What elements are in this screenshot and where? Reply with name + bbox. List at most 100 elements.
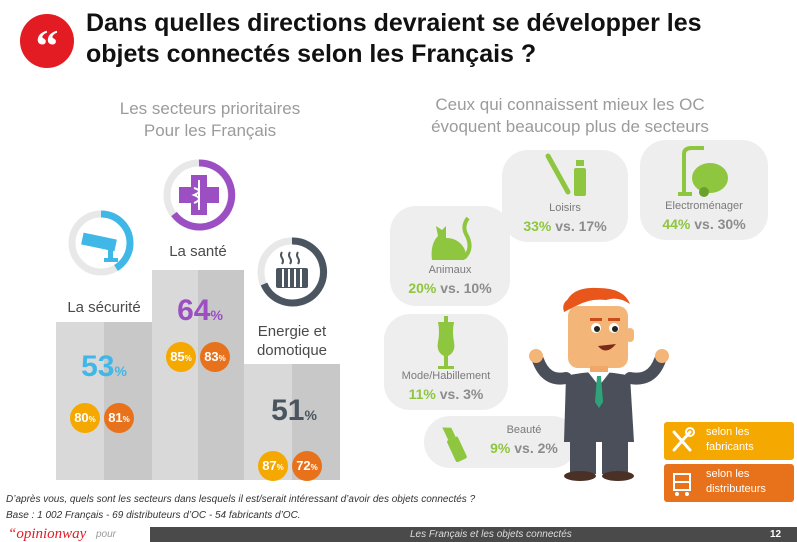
sector-bubble-animaux-label: Animaux [428,264,472,276]
vacuum-icon [678,146,728,197]
high-value: 20% [408,280,437,296]
paintbrush-icon [545,153,586,196]
cat-icon [431,216,472,260]
radiator-icon [256,236,328,308]
bubble-value: 83 [204,349,219,364]
sector-bubble-mode-label: Mode/Habillement [401,370,491,382]
bubble-securite-fabricants: 80% [70,403,100,433]
sector-bubble-electromenager-label: Electroménager [665,200,743,212]
bubble-value: 80 [74,410,89,425]
bubble-unit: % [218,354,226,363]
bubble-securite-distributeurs: 81% [104,403,134,433]
survey-base: Base : 1 002 Français - 69 distributeurs… [6,510,301,521]
bubble-unit: % [88,415,96,424]
pct-unit: % [304,407,317,423]
low-value: 2% [537,440,558,456]
pct-sante-value: 64 [177,294,211,327]
legend-distributeurs-line-2: distributeurs [706,483,766,495]
footer-logo-area [0,527,150,542]
quote-badge-icon: “ [20,14,74,71]
high-value: 44% [662,216,691,232]
sector-label-securite: La sécurité [67,299,141,316]
high-value: 33% [523,218,552,234]
sector-bubble-mode-values: 11% vs. 3% [384,386,508,402]
vs-text: vs. [694,216,714,232]
pct-energie-value: 51 [271,394,305,427]
bubble-unit: % [122,415,130,424]
cart-icon [673,473,691,496]
low-value: 30% [717,216,746,232]
sector-bubble-beaute-label: Beauté [506,424,542,436]
sector-bubble-beaute: Beauté 9% vs. 2% [424,416,578,468]
pct-securite: 53% [66,350,142,384]
lipstick-icon [442,427,467,463]
bubble-value: 72 [296,458,311,473]
bubble-value: 81 [108,410,123,425]
bubble-value: 87 [262,458,277,473]
vs-text: vs. [555,218,575,234]
legend-fabricants-line-2: fabricants [706,441,754,453]
health-cross-icon [162,158,236,232]
left-subtitle: Les secteurs prioritaires Pour les Franç… [80,98,340,142]
sector-bubble-animaux: Animaux 20% vs. 10% [390,206,510,306]
left-subtitle-line-2: Pour les Français [143,121,277,140]
title-line-1: Dans quelles directions devraient se dév… [86,9,702,37]
legend-fabricants-text: selon les fabricants [706,425,754,455]
tools-icon [672,427,695,452]
right-subtitle-line-2: évoquent beaucoup plus de secteurs [431,117,709,136]
footer-pour: pour [96,529,117,540]
bubble-unit: % [184,354,192,363]
high-value: 9% [490,440,511,456]
sector-bubble-electromenager-values: 44% vs. 30% [640,216,768,232]
title-line-2: objets connectés selon les Français ? [86,40,537,68]
footer-bar [0,527,797,542]
podium-securite [56,322,152,480]
bubble-sante-distributeurs: 83% [200,342,230,372]
sector-bubble-animaux-values: 20% vs. 10% [390,280,510,296]
legend-distributeurs-text: selon les distributeurs [706,467,766,497]
legend-distributeurs: selon les distributeurs [664,464,794,502]
pct-energie: 51% [254,394,334,428]
sector-label-sante: La santé [169,243,227,260]
left-subtitle-line-1: Les secteurs prioritaires [119,99,301,118]
sector-bubble-electromenager: Electroménager 44% vs. 30% [640,140,768,240]
sector-label-energie-line-1: Energie et [257,323,327,340]
bubble-energie-distributeurs: 72% [292,451,322,481]
right-subtitle-line-1: Ceux qui connaissent mieux les OC [435,95,705,114]
sector-label-energie-line-2: domotique [256,342,328,359]
sector-label-energie: Energie et domotique [246,322,338,360]
high-value: 11% [408,386,436,402]
vs-text: vs. [440,280,460,296]
survey-question: D’après vous, quels sont les secteurs da… [6,494,476,505]
bubble-energie-fabricants: 87% [258,451,288,481]
low-value: 10% [463,280,492,296]
pct-unit: % [114,363,127,379]
sector-bubble-loisirs: Loisirs 33% vs. 17% [502,150,628,242]
vs-text: vs. [439,386,460,402]
right-subtitle: Ceux qui connaissent mieux les OC évoque… [400,94,740,138]
opinionway-logo: “opinionway [8,526,87,542]
bubble-unit: % [310,463,318,472]
bubble-unit: % [276,463,284,472]
pct-securite-value: 53 [81,350,115,383]
legend-fabricants: selon les fabricants [664,422,794,460]
sector-bubble-beaute-values: 9% vs. 2% [474,440,574,456]
sector-bubble-loisirs-label: Loisirs [549,202,581,214]
bubble-sante-fabricants: 85% [166,342,196,372]
sector-bubble-loisirs-values: 33% vs. 17% [502,218,628,234]
footer-title: Les Français et les objets connectés [410,529,572,540]
camera-icon [68,210,134,276]
low-value: 3% [463,386,484,402]
sector-bubble-mode: Mode/Habillement 11% vs. 3% [384,314,508,410]
bubble-value: 85 [170,349,185,364]
podium-sante [152,270,244,480]
page-number: 12 [770,529,782,540]
vs-text: vs. [514,440,534,456]
legend-distributeurs-line-1: selon les [706,468,750,480]
pct-unit: % [210,307,223,323]
page-title: Dans quelles directions devraient se dév… [86,8,776,70]
low-value: 17% [578,218,607,234]
businessman-illustration [529,287,669,481]
legend-fabricants-line-1: selon les [706,426,750,438]
mannequin-icon [437,316,455,369]
